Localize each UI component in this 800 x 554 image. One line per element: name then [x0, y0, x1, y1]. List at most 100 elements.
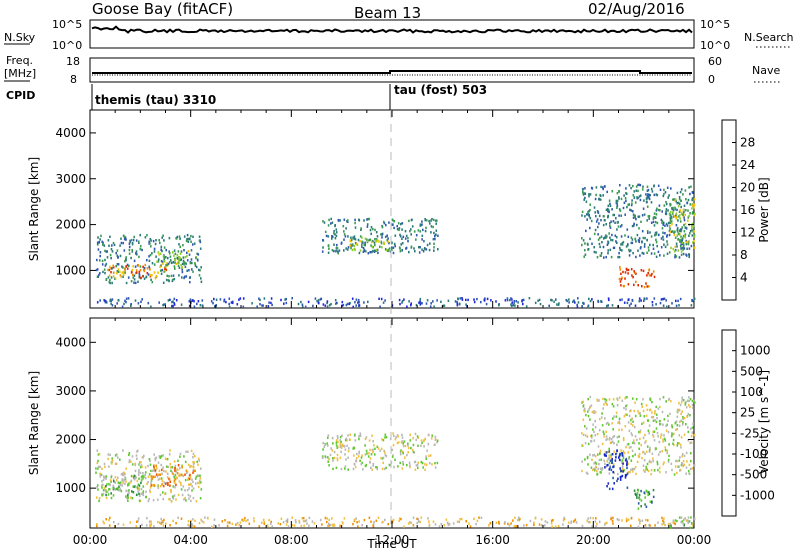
- velocity-cell: [119, 483, 122, 487]
- power-cell: [676, 202, 679, 205]
- power-cell: [161, 268, 163, 272]
- power-cell: [192, 235, 194, 238]
- velocity-cell: [585, 471, 588, 474]
- velocity-cell: [681, 423, 684, 426]
- velocity-cell: [161, 472, 163, 475]
- power-cell: [190, 258, 193, 261]
- power-cell: [130, 238, 133, 242]
- power-cell: [510, 303, 512, 306]
- power-cell: [681, 241, 684, 244]
- power-cell: [387, 237, 389, 240]
- power-cell: [602, 237, 605, 240]
- power-cell: [415, 238, 417, 241]
- power-cell: [146, 234, 148, 237]
- power-x-ticks: [89, 110, 695, 308]
- velocity-cell: [142, 472, 144, 475]
- power-cell: [684, 236, 687, 239]
- velocity-cell: [150, 475, 153, 478]
- velocity-cell: [652, 495, 655, 499]
- velocity-cell: [286, 520, 289, 523]
- velocity-cell: [686, 460, 688, 463]
- power-cell: [609, 226, 612, 229]
- velocity-cell: [345, 437, 348, 440]
- power-cell: [609, 248, 612, 251]
- velocity-cell: [622, 438, 625, 442]
- velocity-cell: [690, 441, 693, 444]
- power-cell: [132, 238, 135, 242]
- power-cell: [375, 238, 378, 241]
- power-panel-frame: [89, 109, 695, 309]
- velocity-cell: [597, 467, 600, 470]
- velocity-cell: [382, 456, 385, 460]
- velocity-cell: [676, 424, 679, 427]
- power-cell: [650, 252, 653, 255]
- velocity-cell: [420, 460, 423, 464]
- velocity-cell: [162, 521, 165, 524]
- velocity-cell: [376, 467, 379, 471]
- velocity-cell: [128, 460, 131, 464]
- power-cell: [352, 236, 354, 239]
- velocity-cell: [604, 398, 606, 401]
- velocity-cell: [326, 520, 328, 524]
- velocity-cell: [125, 489, 127, 492]
- power-cell: [198, 268, 200, 272]
- velocity-cell: [417, 518, 420, 521]
- power-cell: [665, 222, 668, 226]
- velocity-cell: [642, 450, 645, 454]
- velocity-cell: [626, 466, 628, 470]
- velocity-xtick-label: 20:00: [576, 533, 611, 547]
- velocity-cell: [640, 505, 642, 508]
- velocity-cell: [118, 482, 121, 485]
- power-cell: [631, 299, 634, 302]
- velocity-cell: [674, 522, 676, 526]
- power-cell: [284, 298, 286, 301]
- velocity-cell: [495, 521, 498, 524]
- velocity-cell: [605, 454, 607, 457]
- power-cell: [685, 242, 688, 246]
- velocity-cell: [498, 522, 500, 525]
- velocity-cell: [681, 463, 684, 466]
- velocity-cell: [414, 460, 417, 463]
- velocity-cell: [143, 475, 145, 478]
- power-cell: [672, 206, 674, 210]
- power-cell: [139, 269, 142, 272]
- power-cell: [610, 255, 613, 259]
- velocity-cell: [117, 481, 120, 484]
- power-cell: [161, 249, 163, 253]
- power-cell: [242, 297, 245, 300]
- power-cell: [186, 233, 189, 237]
- velocity-cell: [127, 499, 129, 502]
- power-cell: [557, 303, 560, 306]
- power-cell: [673, 250, 676, 253]
- velocity-cell: [427, 442, 430, 446]
- velocity-cell: [672, 442, 674, 445]
- power-cell: [174, 261, 176, 264]
- velocity-cell: [201, 520, 203, 523]
- velocity-cell: [649, 398, 652, 402]
- velocity-cell: [646, 445, 649, 448]
- velocity-cell: [179, 452, 182, 456]
- velocity-cell: [154, 475, 156, 479]
- velocity-cell: [687, 469, 690, 473]
- power-cell: [150, 305, 152, 308]
- velocity-cell: [141, 523, 143, 526]
- velocity-cell: [644, 503, 646, 506]
- velocity-cell: [174, 464, 177, 468]
- power-cell: [153, 271, 156, 274]
- power-cell: [99, 299, 101, 302]
- velocity-cell: [647, 469, 650, 473]
- velocity-cell: [612, 462, 615, 466]
- velocity-cell: [144, 466, 147, 469]
- velocity-cell: [344, 465, 347, 468]
- power-cell: [670, 220, 673, 223]
- power-cell: [411, 218, 413, 221]
- velocity-cell: [394, 438, 397, 441]
- velocity-cell: [417, 461, 419, 464]
- power-cell: [185, 262, 187, 265]
- velocity-cell: [153, 469, 156, 472]
- power-cell: [139, 265, 142, 268]
- velocity-cell: [618, 428, 620, 432]
- power-cell: [199, 240, 202, 244]
- velocity-cell: [304, 519, 306, 523]
- velocity-cell: [612, 465, 614, 469]
